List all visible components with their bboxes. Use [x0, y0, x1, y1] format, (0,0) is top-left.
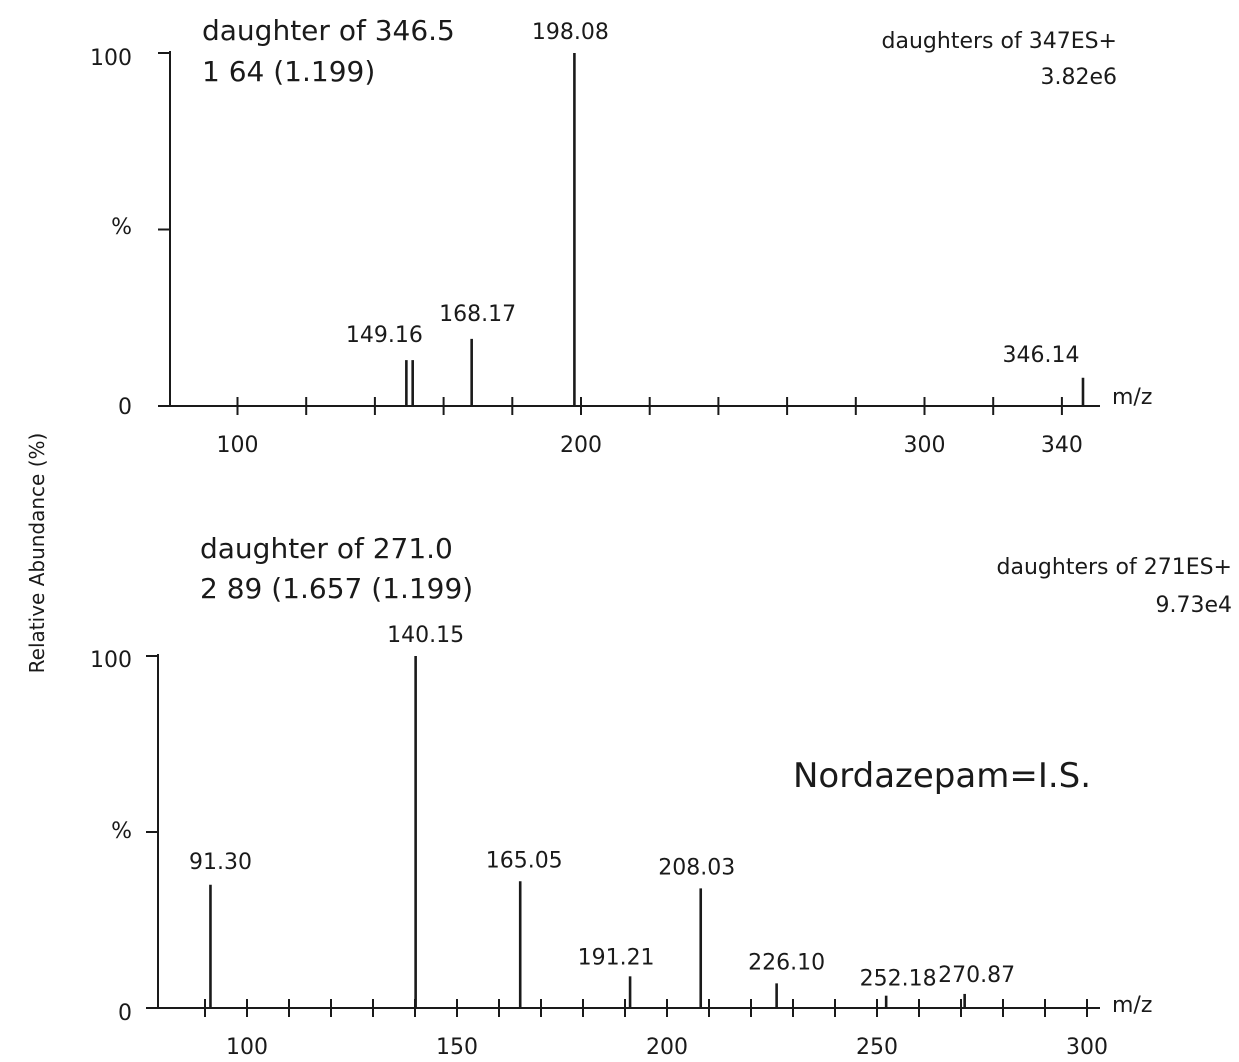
bottom-info-left-line1: daughter of 271.0 — [200, 532, 453, 565]
bottom-x-tick-label: 100 — [226, 1035, 268, 1060]
bottom-axes: 100 150 200 250 300 — [146, 654, 1108, 1060]
bottom-ytick-100: 100 — [90, 648, 132, 673]
bottom-x-tick-label: 200 — [646, 1035, 688, 1060]
bottom-peak-label: 208.03 — [658, 855, 735, 880]
bottom-annotation: Nordazepam=I.S. — [793, 756, 1091, 796]
bottom-x-tick-label: 150 — [436, 1035, 478, 1060]
bottom-peak-label: 165.05 — [486, 848, 563, 873]
shared-ylabel: Relative Abundance (%) — [25, 433, 49, 674]
top-x-tick-label: 200 — [560, 433, 602, 458]
bottom-info-left-line2: 2 89 (1.657 (1.199) — [200, 572, 473, 605]
spectrum-bottom: daughter of 271.0 2 89 (1.657 (1.199) da… — [90, 532, 1232, 1060]
bottom-info-right-line1: daughters of 271ES+ — [997, 555, 1232, 580]
bottom-xlabel: m/z — [1112, 993, 1152, 1018]
top-peaks: 149.16 168.17 198.08 346.14 — [346, 20, 1085, 406]
bottom-peak-label: 140.15 — [387, 623, 464, 648]
bottom-peak-label: 270.87 — [938, 963, 1015, 988]
bottom-x-tick-label: 250 — [856, 1035, 898, 1060]
top-info-left-line2: 1 64 (1.199) — [202, 55, 375, 88]
top-x-tick-label: 340 — [1041, 433, 1083, 458]
top-peak-label: 346.14 — [1002, 343, 1079, 368]
bottom-peak-label: 226.10 — [748, 950, 825, 975]
top-info-right-line2: 3.82e6 — [1040, 65, 1117, 90]
bottom-x-tick-label: 300 — [1066, 1035, 1108, 1060]
top-x-tick-label: 300 — [904, 433, 946, 458]
bottom-peaks: 91.30 140.15 165.05 191.21 208.03 226.10 252.1… — [189, 623, 1015, 1008]
top-peak-label: 149.16 — [346, 323, 423, 348]
spectrum-top: daughter of 346.5 1 64 (1.199) daughters… — [90, 14, 1152, 458]
bottom-peak-label: 91.30 — [189, 850, 252, 875]
top-xlabel: m/z — [1112, 385, 1152, 410]
top-x-tick-label: 100 — [217, 433, 259, 458]
top-info-right-line1: daughters of 347ES+ — [882, 29, 1117, 54]
bottom-ytick-percent: % — [111, 819, 132, 844]
top-ytick-percent: % — [111, 215, 132, 240]
top-ytick-0: 0 — [118, 395, 132, 420]
top-ytick-100: 100 — [90, 46, 132, 71]
bottom-peak-label: 191.21 — [578, 945, 655, 970]
top-peak-label: 168.17 — [439, 302, 516, 327]
bottom-peak-label: 252.18 — [860, 967, 937, 992]
top-axes: 100 200 300 340 — [158, 51, 1100, 458]
top-peak-label: 198.08 — [532, 20, 609, 45]
bottom-ytick-0: 0 — [118, 1001, 132, 1026]
bottom-info-right-line2: 9.73e4 — [1155, 593, 1232, 618]
top-info-left-line1: daughter of 346.5 — [202, 14, 455, 47]
